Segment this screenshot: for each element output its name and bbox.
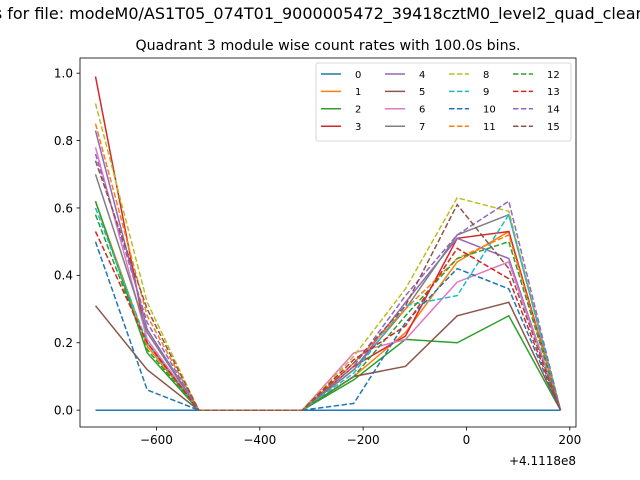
legend-label-10: 10 bbox=[483, 105, 496, 116]
series-line-12 bbox=[94, 214, 562, 411]
legend-label-4: 4 bbox=[419, 70, 425, 81]
legend-label-1: 1 bbox=[355, 87, 361, 98]
plot-frame bbox=[79, 57, 577, 428]
x-tick-label: −200 bbox=[347, 433, 380, 447]
legend-label-13: 13 bbox=[547, 87, 560, 98]
legend-label-6: 6 bbox=[419, 105, 425, 116]
legend-label-15: 15 bbox=[547, 122, 560, 133]
suptitle-text: Plots for file: modeM0/AS1T05_074T01_900… bbox=[0, 4, 640, 23]
plot-title: Quadrant 3 module wise count rates with … bbox=[135, 38, 520, 54]
x-tick-label: −400 bbox=[243, 433, 276, 447]
x-tick-label: 0 bbox=[463, 433, 471, 447]
y-tick-label: 0.6 bbox=[54, 201, 73, 215]
legend-label-9: 9 bbox=[483, 87, 489, 98]
suptitle: Plots for file: modeM0/AS1T05_074T01_900… bbox=[0, 4, 640, 26]
legend-label-14: 14 bbox=[547, 105, 560, 116]
series-line-7 bbox=[94, 174, 562, 411]
x-tick-label: 200 bbox=[558, 433, 581, 447]
y-ticks: 0.0 0.2 0.4 0.6 0.8 1.0 bbox=[54, 66, 80, 417]
legend-box bbox=[315, 62, 572, 142]
y-tick-label: 1.0 bbox=[54, 66, 73, 80]
y-tick-label: 0.8 bbox=[54, 134, 73, 148]
series-line-6 bbox=[94, 147, 562, 411]
series-line-15 bbox=[94, 160, 562, 411]
legend-label-11: 11 bbox=[483, 122, 496, 133]
x-ticks: −600 −400 −200 0 200 bbox=[140, 427, 581, 447]
legend-label-2: 2 bbox=[355, 105, 361, 116]
series-lines bbox=[94, 76, 562, 411]
series-line-14 bbox=[94, 153, 562, 411]
x-tick-label: −600 bbox=[140, 433, 173, 447]
legend-label-8: 8 bbox=[483, 70, 489, 81]
series-line-9 bbox=[94, 207, 562, 411]
y-tick-label: 0.2 bbox=[54, 336, 73, 350]
y-tick-label: 0.0 bbox=[54, 403, 73, 417]
series-line-8 bbox=[94, 103, 562, 411]
legend-label-12: 12 bbox=[547, 70, 560, 81]
legend-label-5: 5 bbox=[419, 87, 425, 98]
legend-label-0: 0 bbox=[355, 70, 361, 81]
legend-label-3: 3 bbox=[355, 122, 361, 133]
x-offset-label: +4.1118e8 bbox=[509, 454, 576, 468]
series-line-11 bbox=[94, 123, 562, 411]
series-line-1 bbox=[94, 200, 562, 411]
y-tick-label: 0.4 bbox=[54, 269, 73, 283]
series-line-2 bbox=[94, 200, 562, 411]
legend-label-7: 7 bbox=[419, 122, 425, 133]
series-line-10 bbox=[94, 241, 562, 411]
axes bbox=[79, 57, 577, 428]
